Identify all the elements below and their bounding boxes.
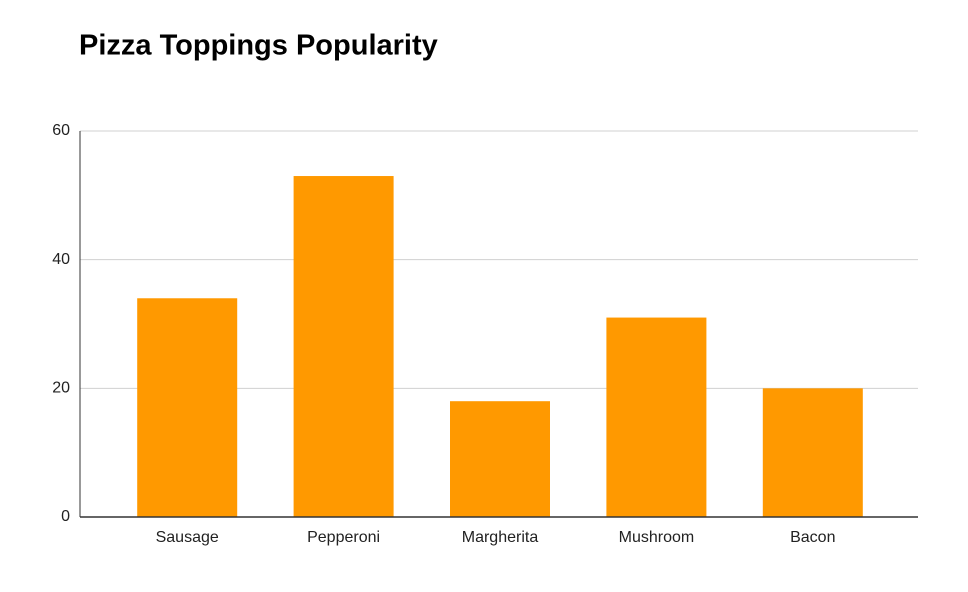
x-tick-label: Mushroom [619, 529, 695, 546]
x-tick-label: Sausage [156, 529, 219, 546]
x-tick-label: Bacon [790, 529, 835, 546]
bar [606, 317, 707, 517]
y-tick-label: 60 [52, 122, 70, 139]
y-tick-label: 0 [61, 508, 70, 525]
x-tick-label: Pepperoni [307, 529, 380, 546]
bar [293, 176, 394, 518]
bar [762, 388, 863, 517]
y-tick-label: 40 [52, 251, 70, 268]
bar [137, 298, 238, 517]
x-tick-label: Margherita [462, 529, 539, 546]
bar [450, 401, 550, 517]
y-tick-label: 20 [52, 380, 70, 397]
chart-title: Pizza Toppings Popularity [79, 30, 438, 62]
